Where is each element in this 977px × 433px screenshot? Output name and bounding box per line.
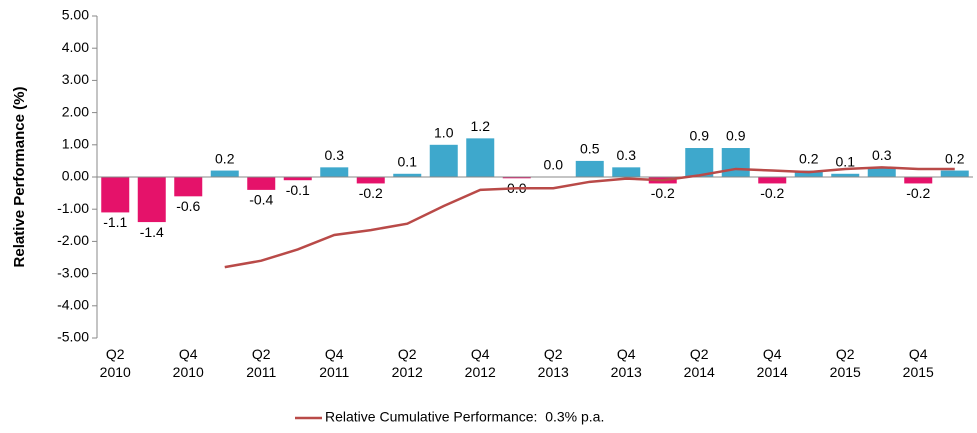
x-tick-label-line: Q4 — [617, 346, 636, 362]
x-tick-label: Q2 2013 — [538, 346, 569, 380]
y-tick-label: -2.00 — [57, 232, 89, 248]
x-tick-label: Q2 2014 — [684, 346, 715, 380]
data-label: 0.1 — [836, 153, 856, 169]
x-tick-label-line: 2013 — [538, 364, 569, 380]
bar — [429, 144, 458, 177]
x-tick-label-line: 2015 — [830, 364, 861, 380]
y-tick-label: -4.00 — [57, 297, 89, 313]
x-tick-label: Q4 2014 — [757, 346, 788, 380]
x-tick-label-line: 2012 — [392, 364, 423, 380]
x-tick-label: Q2 2015 — [830, 346, 861, 380]
bar — [794, 170, 823, 177]
bar — [940, 170, 969, 177]
legend-label: Relative Cumulative Performance: 0.3% p.… — [325, 409, 604, 425]
x-tick-label-line: 2011 — [246, 364, 276, 380]
y-tick-label: 1.00 — [62, 136, 89, 152]
data-label: 0.1 — [398, 153, 418, 169]
y-tick-label: 3.00 — [62, 71, 89, 87]
x-tick-label: Q4 2011 — [319, 346, 349, 380]
line-series — [224, 166, 955, 269]
x-tick-label-line: Q4 — [763, 346, 782, 362]
bar — [356, 177, 385, 184]
x-tick-label-line: Q4 — [471, 346, 490, 362]
data-label: -0.2 — [906, 185, 930, 201]
data-label: -0.1 — [286, 182, 310, 198]
data-label: -0.4 — [249, 192, 273, 208]
data-label: -0.6 — [176, 198, 200, 214]
x-tick-label: Q4 2012 — [465, 346, 496, 380]
bar — [904, 177, 933, 184]
x-tick-label-line: 2013 — [611, 364, 642, 380]
x-tick-label: Q4 2013 — [611, 346, 642, 380]
y-tick-label: -3.00 — [57, 264, 89, 280]
bar — [174, 177, 203, 197]
x-tick-label-line: Q2 — [106, 346, 125, 362]
bar — [466, 138, 495, 177]
bar — [283, 177, 312, 181]
bar — [101, 177, 130, 213]
x-tick-label-line: 2011 — [319, 364, 349, 380]
x-tick-label-line: Q2 — [836, 346, 855, 362]
bar — [831, 173, 860, 177]
data-label: -0.2 — [359, 185, 383, 201]
data-label: 0.3 — [872, 147, 892, 163]
data-label: 1.2 — [471, 118, 491, 134]
data-label: -0.2 — [760, 185, 784, 201]
bar — [247, 177, 276, 190]
x-tick-label-line: Q4 — [909, 346, 928, 362]
bar — [320, 167, 349, 177]
data-label: -0.2 — [651, 185, 675, 201]
data-label: -1.1 — [103, 214, 127, 230]
y-tick-label: 4.00 — [62, 39, 89, 55]
x-tick-label-line: 2010 — [100, 364, 131, 380]
x-tick-label-line: Q2 — [398, 346, 417, 362]
bar — [575, 160, 604, 177]
data-label: 0.3 — [617, 147, 637, 163]
y-axis-label: Relative Performance (%) — [11, 87, 28, 268]
data-label: 0.2 — [215, 150, 235, 166]
bar — [758, 177, 787, 184]
y-tick-label: 5.00 — [62, 7, 89, 23]
bar — [210, 170, 239, 177]
x-tick-label-line: Q2 — [544, 346, 563, 362]
bar — [612, 167, 641, 177]
data-label: 0.9 — [726, 128, 746, 144]
x-tick-label: Q2 2010 — [100, 346, 131, 380]
x-tick-label: Q4 2010 — [173, 346, 204, 380]
bar — [867, 167, 896, 177]
data-label: 0.3 — [325, 147, 345, 163]
bar — [685, 148, 714, 177]
bar — [393, 173, 422, 177]
x-tick-label-line: Q4 — [179, 346, 198, 362]
x-tick-label: Q2 2011 — [246, 346, 276, 380]
data-label: 1.0 — [434, 125, 454, 141]
x-tick-label-line: Q4 — [325, 346, 344, 362]
bar — [721, 148, 750, 177]
x-tick-label-line: 2012 — [465, 364, 496, 380]
x-tick-label-line: 2014 — [684, 364, 715, 380]
x-tick-label-line: Q2 — [690, 346, 709, 362]
y-tick-label: -5.00 — [57, 329, 89, 345]
x-tick-label: Q2 2012 — [392, 346, 423, 380]
x-tick-label: Q4 2015 — [903, 346, 934, 380]
data-label: -1.4 — [140, 224, 164, 240]
bar — [137, 177, 166, 223]
data-label: 0.0 — [544, 157, 564, 173]
bar — [502, 177, 531, 179]
data-label: 0.9 — [690, 128, 710, 144]
y-tick-label: 0.00 — [62, 168, 89, 184]
data-label: 0.2 — [799, 150, 819, 166]
data-label: 0.5 — [580, 141, 600, 157]
y-tick-label: -1.00 — [57, 200, 89, 216]
x-tick-label-line: Q2 — [252, 346, 271, 362]
y-tick-label: 2.00 — [62, 103, 89, 119]
x-tick-label-line: 2014 — [757, 364, 788, 380]
data-label: 0.2 — [945, 150, 965, 166]
x-tick-label-line: 2015 — [903, 364, 934, 380]
x-tick-label-line: 2010 — [173, 364, 204, 380]
